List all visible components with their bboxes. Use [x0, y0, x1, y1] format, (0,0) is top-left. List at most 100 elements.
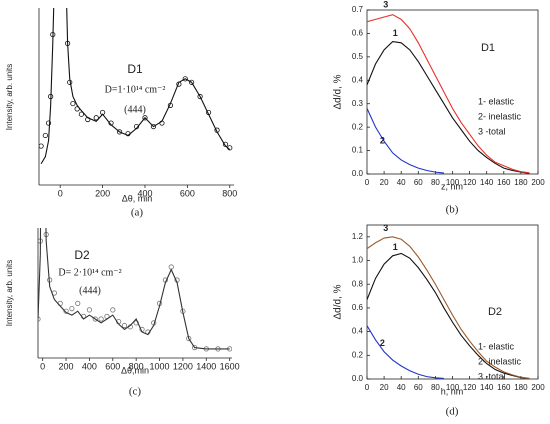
- plot-area: [38, 96, 232, 352]
- x-tick-label: 180: [514, 178, 528, 187]
- x-tick-label: 0: [40, 361, 45, 371]
- plot-area: [367, 236, 530, 379]
- annotation: (444): [124, 104, 146, 115]
- legend-entry: 2- inelastic: [478, 111, 522, 121]
- data-point: [39, 143, 44, 149]
- x-tick-label: 20: [380, 383, 389, 392]
- data-point: [93, 115, 99, 121]
- x-tick-label: 0: [365, 383, 370, 392]
- data-point: [142, 115, 148, 121]
- y-tick-label: 1.0: [352, 256, 364, 265]
- curve-label: 2: [380, 338, 385, 348]
- data-point: [69, 305, 75, 312]
- legend-entry: 1- elastic: [478, 96, 515, 106]
- x-tick-label: 200: [59, 361, 74, 371]
- data-point: [99, 109, 106, 116]
- series-line: [367, 108, 445, 174]
- x-tick-label: 600: [180, 188, 195, 198]
- x-tick-label: 80: [431, 178, 440, 187]
- curve-label: 1: [393, 242, 398, 252]
- annotation: D= 2·10¹⁴ cm⁻²: [58, 267, 121, 278]
- x-tick-label: 0: [365, 178, 370, 187]
- panel-caption: (b): [446, 204, 459, 216]
- data-point: [67, 79, 73, 85]
- data-point: [65, 40, 71, 47]
- y-tick-label: 0.6: [352, 29, 364, 38]
- data-point: [42, 132, 48, 139]
- series-line: [367, 236, 530, 379]
- data-point: [74, 106, 80, 112]
- x-tick-label: 200: [95, 188, 110, 198]
- annotation: D2: [488, 306, 502, 318]
- y-axis-label: Δd/d, %: [333, 74, 344, 109]
- x-tick-label: 140: [480, 383, 494, 392]
- legend-entry: 1- elastic: [478, 341, 515, 351]
- data-point: [48, 93, 54, 100]
- x-tick-label: 20: [380, 178, 389, 187]
- y-tick-label: 0.2: [352, 122, 364, 131]
- data-point: [227, 145, 233, 151]
- data-point: [159, 120, 165, 126]
- data-point: [42, 96, 46, 100]
- x-tick-label: 200: [531, 383, 545, 392]
- x-tick-label: 140: [480, 178, 494, 187]
- annotation: D1: [127, 62, 143, 76]
- panel-caption: (a): [131, 207, 144, 219]
- panel: 0 200 400 600 800 1000 1200 1400 1600 D2 D= 2·10¹⁴…: [5, 96, 240, 398]
- data-point: [121, 322, 128, 329]
- annotation: D2: [74, 248, 90, 262]
- data-point: [63, 308, 69, 314]
- series-line: [367, 325, 444, 379]
- data-point: [205, 109, 212, 116]
- series-line: [367, 41, 530, 174]
- x-tick-label: 1400: [196, 361, 216, 371]
- x-tick-label: 400: [137, 188, 152, 198]
- x-tick-label: 400: [82, 361, 97, 371]
- series-line: [367, 14, 530, 174]
- data-point: [176, 81, 182, 87]
- data-point: [92, 316, 98, 322]
- y-tick-label: 0.5: [352, 52, 364, 61]
- data-point: [86, 307, 93, 313]
- data-point: [222, 141, 229, 147]
- data-point: [98, 316, 104, 322]
- x-tick-label: 200: [531, 178, 545, 187]
- data-point: [75, 300, 81, 306]
- curve-label: 3: [383, 223, 388, 233]
- x-tick-label: 100: [446, 178, 460, 187]
- legend-entry: 2- inelastic: [478, 356, 522, 366]
- y-tick-label: 0.4: [352, 327, 364, 336]
- data-point: [189, 79, 195, 85]
- x-tick-label: 160: [497, 383, 511, 392]
- x-tick-label: 1600: [220, 361, 240, 371]
- x-axis-label: Δθ, min: [122, 193, 153, 203]
- data-point: [197, 93, 203, 100]
- data-point: [85, 116, 91, 123]
- data-point: [182, 76, 188, 82]
- x-axis-label: h, nm: [441, 386, 464, 396]
- curve-label: 1: [393, 28, 398, 38]
- x-tick-label: 0: [58, 188, 63, 198]
- y-tick-label: 0.0: [352, 169, 364, 178]
- y-tick-label: 1.2: [352, 232, 364, 241]
- data-point: [50, 31, 56, 38]
- y-axis-label: Δd/d, %: [333, 284, 344, 319]
- panel-caption: (c): [129, 386, 142, 398]
- data-point: [45, 120, 52, 126]
- data-point: [133, 123, 140, 130]
- panel: 0 20 40 60 80 100 120 140 160 180 200 0.0 0.2 0.4 0.6 0…: [333, 223, 546, 418]
- y-tick-label: 0.2: [352, 350, 364, 359]
- legend-entry: 3 -total: [478, 126, 506, 136]
- annotation: (444): [79, 285, 101, 296]
- data-point: [125, 131, 131, 137]
- x-axis-label: z, nm: [441, 181, 463, 191]
- y-tick-label: 0.0: [352, 374, 364, 383]
- x-tick-label: 40: [397, 383, 406, 392]
- x-tick-label: 1200: [173, 361, 193, 371]
- y-tick-label: 0.3: [352, 99, 364, 108]
- data-point: [108, 120, 114, 126]
- x-tick-label: 60: [414, 383, 423, 392]
- data-point: [150, 123, 157, 130]
- x-tick-label: 60: [414, 178, 423, 187]
